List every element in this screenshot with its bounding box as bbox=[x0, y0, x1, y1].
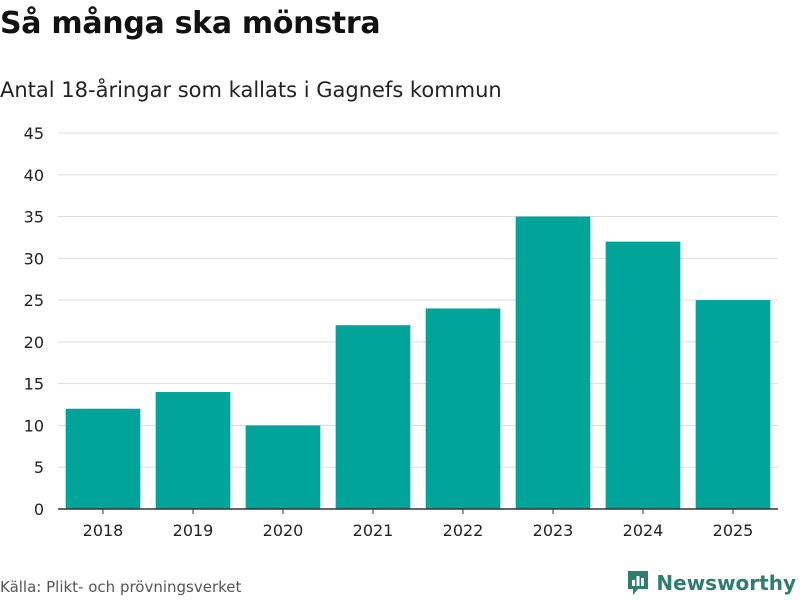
bar bbox=[245, 425, 321, 509]
y-tick-label: 20 bbox=[24, 333, 44, 352]
y-tick-label: 15 bbox=[24, 375, 44, 394]
newsworthy-logo: Newsworthy bbox=[626, 569, 796, 597]
x-tick-label: 2024 bbox=[623, 521, 664, 540]
y-tick-label: 45 bbox=[24, 124, 44, 143]
y-tick-label: 35 bbox=[24, 208, 44, 227]
x-tick-label: 2019 bbox=[173, 521, 214, 540]
bar bbox=[155, 392, 231, 509]
bar bbox=[65, 408, 141, 509]
x-tick-label: 2022 bbox=[443, 521, 484, 540]
x-tick-label: 2025 bbox=[713, 521, 754, 540]
y-tick-label: 5 bbox=[34, 458, 44, 477]
newsworthy-icon bbox=[628, 571, 649, 595]
chart-title: Så många ska mönstra bbox=[0, 6, 381, 41]
y-tick-label: 0 bbox=[34, 500, 44, 519]
x-tick-label: 2021 bbox=[353, 521, 394, 540]
brand-name: Newsworthy bbox=[656, 571, 796, 595]
x-tick-label: 2018 bbox=[83, 521, 124, 540]
bar bbox=[605, 241, 681, 509]
bar bbox=[425, 308, 501, 509]
chart-subtitle: Antal 18-åringar som kallats i Gagnefs k… bbox=[0, 78, 502, 102]
bar bbox=[335, 325, 411, 509]
y-tick-label: 25 bbox=[24, 291, 44, 310]
source-note: Källa: Plikt- och prövningsverket bbox=[0, 578, 242, 596]
y-tick-label: 10 bbox=[24, 416, 44, 435]
y-tick-label: 30 bbox=[24, 249, 44, 268]
bar bbox=[695, 300, 771, 509]
x-tick-label: 2020 bbox=[263, 521, 304, 540]
bar bbox=[515, 216, 591, 510]
x-tick-label: 2023 bbox=[533, 521, 574, 540]
y-tick-label: 40 bbox=[24, 166, 44, 185]
